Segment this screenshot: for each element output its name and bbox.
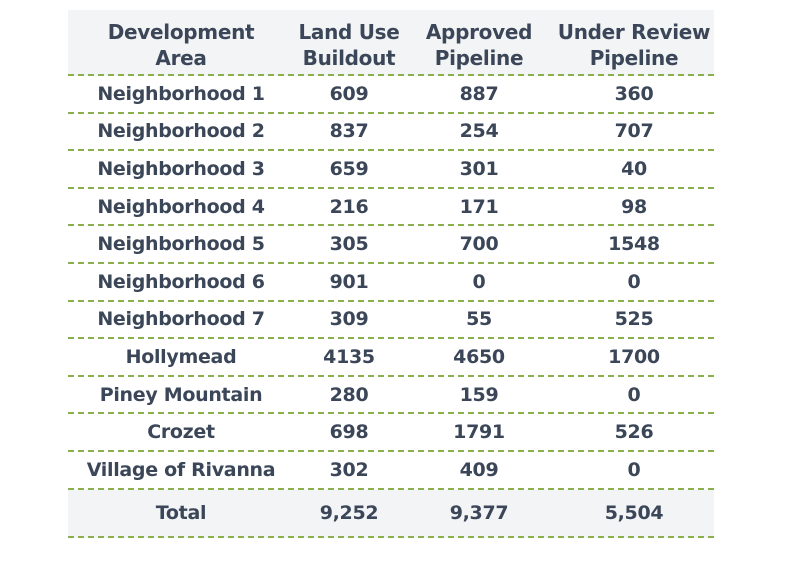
row-approved: 0: [472, 270, 486, 293]
row-area: Neighborhood 7: [97, 308, 265, 331]
row-approved: 1791: [453, 421, 505, 444]
row-approved: 254: [459, 120, 499, 143]
table-row: Neighborhood 4 216 171 98: [68, 189, 714, 227]
row-land-use: 305: [329, 233, 369, 256]
row-under-review: 360: [614, 82, 654, 105]
development-table: Development Area Land Use Buildout Appro…: [68, 10, 714, 538]
row-under-review: 707: [614, 120, 654, 143]
row-land-use: 309: [329, 308, 369, 331]
row-area: Neighborhood 5: [97, 233, 265, 256]
total-approved: 9,377: [449, 501, 509, 524]
table-row: Neighborhood 6 901 0 0: [68, 264, 714, 302]
row-under-review: 40: [621, 157, 647, 180]
row-under-review: 0: [627, 270, 641, 293]
row-under-review: 0: [627, 383, 641, 406]
row-under-review: 526: [614, 421, 654, 444]
row-land-use: 216: [329, 195, 369, 218]
row-land-use: 280: [329, 383, 369, 406]
total-land-use: 9,252: [319, 501, 379, 524]
row-area: Hollymead: [125, 345, 237, 368]
row-approved: 700: [459, 233, 499, 256]
table-header: Development Area Land Use Buildout Appro…: [68, 10, 714, 76]
header-land-use-buildout: Land Use Buildout: [298, 20, 400, 70]
table-row: Neighborhood 7 309 55 525: [68, 302, 714, 340]
row-land-use: 659: [329, 157, 369, 180]
row-under-review: 98: [621, 195, 647, 218]
row-land-use: 901: [329, 270, 369, 293]
row-area: Neighborhood 2: [97, 120, 265, 143]
row-area: Neighborhood 6: [97, 270, 265, 293]
row-land-use: 4135: [323, 345, 375, 368]
table-row: Village of Rivanna 302 409 0: [68, 452, 714, 490]
table-row: Neighborhood 3 659 301 40: [68, 151, 714, 189]
header-under-review-pipeline: Under Review Pipeline: [557, 20, 711, 70]
row-land-use: 698: [329, 421, 369, 444]
row-land-use: 837: [329, 120, 369, 143]
row-approved: 159: [459, 383, 499, 406]
row-under-review: 1548: [608, 233, 660, 256]
row-land-use: 302: [329, 458, 369, 481]
row-area: Neighborhood 1: [97, 82, 265, 105]
row-approved: 887: [459, 82, 499, 105]
row-area: Crozet: [147, 421, 215, 444]
table-row: Crozet 698 1791 526: [68, 414, 714, 452]
table-row: Neighborhood 2 837 254 707: [68, 114, 714, 152]
row-approved: 301: [459, 157, 499, 180]
row-area: Village of Rivanna: [86, 458, 276, 481]
row-approved: 55: [466, 308, 492, 331]
row-approved: 409: [459, 458, 499, 481]
row-under-review: 1700: [608, 345, 660, 368]
row-area: Neighborhood 3: [97, 157, 265, 180]
table-row: Hollymead 4135 4650 1700: [68, 339, 714, 377]
row-area: Piney Mountain: [99, 383, 263, 406]
total-label: Total: [155, 501, 207, 524]
row-under-review: 525: [614, 308, 654, 331]
table-total-row: Total 9,252 9,377 5,504: [68, 489, 714, 538]
row-area: Neighborhood 4: [97, 195, 265, 218]
row-approved: 4650: [453, 345, 505, 368]
total-under-review: 5,504: [604, 501, 664, 524]
header-approved-pipeline: Approved Pipeline: [425, 20, 533, 70]
table-row: Neighborhood 1 609 887 360: [68, 76, 714, 114]
table-row: Piney Mountain 280 159 0: [68, 377, 714, 415]
row-land-use: 609: [329, 82, 369, 105]
header-development-area: Development Area: [107, 20, 255, 70]
row-under-review: 0: [627, 458, 641, 481]
row-approved: 171: [459, 195, 499, 218]
table-body: Neighborhood 1 609 887 360 Neighborhood 2 837…: [68, 76, 714, 490]
table-row: Neighborhood 5 305 700 1548: [68, 226, 714, 264]
